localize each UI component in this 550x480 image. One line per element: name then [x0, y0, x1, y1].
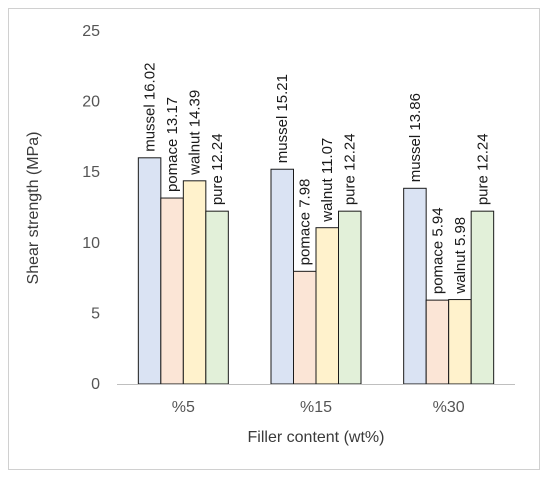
- x-axis-title: Filler content (wt%): [248, 429, 385, 446]
- data-label: pure 12.24: [474, 133, 491, 205]
- bars: [137, 157, 495, 385]
- bar-pomace: [425, 299, 450, 385]
- x-tick-label: %15: [300, 399, 332, 416]
- x-tick-label: %30: [433, 399, 465, 416]
- bar-pure: [338, 210, 362, 385]
- data-label: mussel 13.86: [407, 93, 424, 182]
- y-tick-label: 15: [82, 164, 100, 181]
- bar-walnut: [182, 180, 207, 385]
- y-tick-label: 5: [91, 305, 100, 322]
- bar-mussel: [270, 168, 294, 385]
- data-label: walnut 14.39: [187, 90, 204, 176]
- data-labels: mussel 16.02 pomace 13.17 walnut 14.39 pure…: [142, 63, 492, 295]
- y-tick-label: 20: [82, 94, 100, 111]
- bar-pure: [205, 210, 229, 385]
- x-tick-label: %5: [172, 399, 195, 416]
- bar-mussel: [137, 157, 162, 385]
- data-label: mussel 15.21: [274, 74, 291, 163]
- bar-walnut: [448, 299, 472, 385]
- data-label: mussel 16.02: [142, 63, 159, 152]
- data-label: walnut 5.98: [452, 217, 469, 295]
- y-tick-labels: 0 5 10 15 20 25: [82, 23, 100, 393]
- data-label: pure 12.24: [209, 133, 226, 205]
- bar-pure: [470, 210, 495, 385]
- y-tick-label: 10: [82, 235, 100, 252]
- y-tick-label: 25: [82, 23, 100, 40]
- x-tick-labels: %5 %15 %30: [172, 399, 465, 416]
- data-label: pure 12.24: [342, 133, 359, 205]
- data-label: pomace 13.17: [164, 97, 181, 192]
- bar-walnut: [315, 227, 339, 385]
- data-label: pomace 7.98: [297, 179, 314, 266]
- y-axis-title: Shear strength (MPa): [25, 132, 42, 285]
- data-label: walnut 11.07: [319, 138, 336, 223]
- y-tick-label: 0: [91, 376, 100, 393]
- bar-pomace: [160, 197, 184, 385]
- data-label: pomace 5.94: [429, 207, 446, 294]
- bar-pomace: [293, 270, 317, 385]
- bar-mussel: [403, 187, 427, 385]
